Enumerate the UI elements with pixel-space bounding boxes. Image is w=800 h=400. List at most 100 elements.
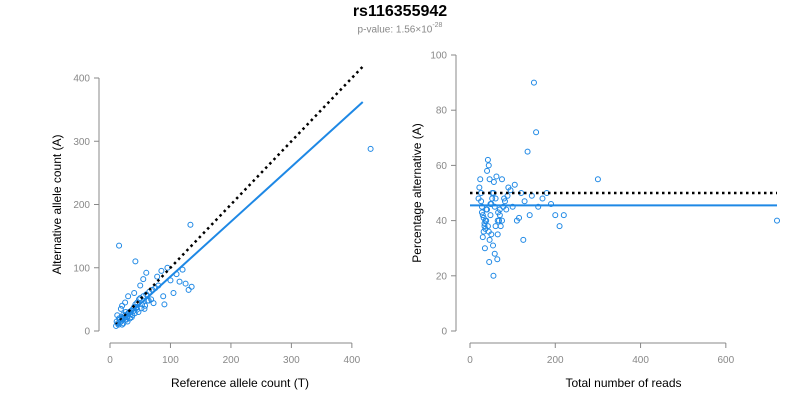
fit-line (115, 101, 364, 327)
data-point (480, 214, 487, 221)
p-value-text: p-value: 1.56×10 (357, 24, 433, 36)
data-point (187, 221, 194, 228)
data-point (484, 167, 491, 174)
data-point (141, 305, 148, 312)
data-point (494, 256, 501, 263)
data-point (478, 198, 485, 205)
x-tick-label: 400 (344, 355, 361, 366)
data-point (526, 212, 533, 219)
scatter-panel-percentage: 0 20 40 60 80 100 0 200 400 600 Total number of re… (410, 51, 780, 390)
data-point (131, 290, 138, 297)
data-point (490, 272, 497, 279)
data-point (478, 203, 485, 210)
p-value-exponent: -28 (432, 22, 443, 29)
data-point (479, 234, 486, 241)
data-point (182, 280, 189, 287)
data-point (539, 195, 546, 202)
data-point (521, 198, 528, 205)
data-point (179, 266, 186, 273)
data-point (491, 250, 498, 257)
data-point (492, 223, 499, 230)
data-point (500, 203, 507, 210)
data-point (125, 293, 132, 300)
data-point (492, 195, 499, 202)
data-point (145, 297, 152, 304)
data-point (476, 184, 483, 191)
data-point (143, 269, 150, 276)
data-point (484, 156, 491, 163)
data-point (524, 148, 531, 155)
data-point (188, 283, 195, 290)
data-point (530, 79, 537, 86)
y-tick-label: 100 (430, 51, 447, 62)
data-point (367, 145, 374, 152)
x-tick-label: 600 (717, 355, 734, 366)
y-axis-title: Alternative allele count (A) (50, 134, 64, 274)
data-point (489, 195, 496, 202)
x-axis-title: Reference allele count (T) (171, 376, 309, 390)
data-point (486, 176, 493, 183)
data-point (511, 181, 518, 188)
y-tick-label: 300 (73, 137, 90, 148)
x-axis-title: Total number of reads (565, 376, 681, 390)
data-point (481, 223, 488, 230)
data-point (509, 203, 516, 210)
chart-subtitle: p-value: 1.56×10-28 (0, 22, 800, 36)
data-point (493, 173, 500, 180)
chart-title: rs116355942 (352, 3, 448, 20)
data-point (494, 231, 501, 238)
data-point (154, 273, 161, 280)
data-point (478, 209, 485, 216)
y-tick-label: 60 (436, 161, 448, 172)
x-tick-label: 200 (223, 355, 240, 366)
data-point (516, 214, 523, 221)
data-point (520, 236, 527, 243)
data-point (485, 162, 492, 169)
data-point (170, 290, 177, 297)
x-tick-label: 200 (547, 355, 564, 366)
x-tick-label: 0 (467, 355, 473, 366)
data-point (556, 223, 563, 230)
data-point (477, 176, 484, 183)
x-tick-label: 400 (632, 355, 649, 366)
data-point (501, 198, 508, 205)
y-tick-label: 100 (73, 263, 90, 274)
y-tick-label: 200 (73, 200, 90, 211)
data-point (117, 305, 124, 312)
data-point (485, 228, 492, 235)
y-tick-label: 0 (441, 327, 447, 338)
data-point (498, 176, 505, 183)
y-tick-label: 400 (73, 74, 90, 85)
data-point (128, 314, 135, 321)
data-point (140, 276, 147, 283)
data-point (495, 217, 502, 224)
data-point (176, 278, 183, 285)
reference-line-dotted (115, 65, 364, 326)
scatter-panel-allele-counts: 0 100 200 300 400 0 100 200 300 400 Reference alle… (50, 65, 374, 390)
data-point (552, 212, 559, 219)
data-point (484, 206, 491, 213)
data-point (479, 212, 486, 219)
data-point (481, 245, 488, 252)
data-point (487, 201, 494, 208)
data-point (167, 277, 174, 284)
data-point (548, 201, 555, 208)
data-point (150, 300, 157, 307)
data-point (134, 299, 141, 306)
data-point (487, 212, 494, 219)
x-tick-label: 100 (162, 355, 179, 366)
data-point (140, 293, 147, 300)
y-tick-label: 0 (84, 327, 90, 338)
data-point (161, 301, 168, 308)
data-point (160, 293, 167, 300)
data-point (486, 259, 493, 265)
data-point (774, 217, 780, 224)
data-point (560, 212, 567, 219)
data-point (185, 286, 192, 293)
data-point (132, 258, 139, 265)
data-point (498, 217, 505, 224)
data-point (594, 176, 601, 183)
data-point (533, 129, 540, 136)
data-point (119, 302, 126, 309)
